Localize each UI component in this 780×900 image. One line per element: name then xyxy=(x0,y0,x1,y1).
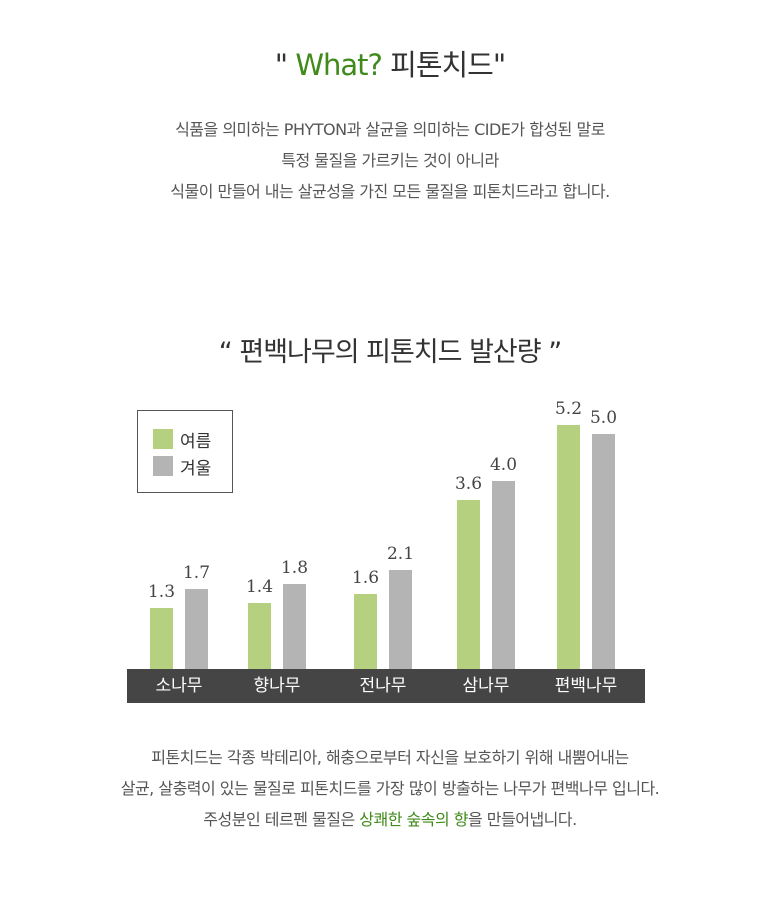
bar-summer xyxy=(150,607,173,669)
category-label: 향나무 xyxy=(253,676,301,696)
quote-open: " xyxy=(274,48,288,82)
bar-winter xyxy=(592,434,615,669)
category-band xyxy=(127,669,645,703)
intro-text: 식품을 의미하는 PHYTON과 살균을 의미하는 CIDE가 합성된 말로 특… xyxy=(0,114,780,207)
bar-summer xyxy=(248,603,271,669)
footer-line: 피톤치드는 각종 박테리아, 해충으로부터 자신을 보호하기 위해 내뿜어내는 xyxy=(151,748,629,767)
footer-line: 살균, 살충력이 있는 물질로 피톤치드를 가장 많이 방출하는 나무가 편백나… xyxy=(120,779,660,798)
value-label: 5.2 xyxy=(554,398,583,419)
page-title: " What? 피톤치드" xyxy=(0,42,780,84)
footer-text-pre: 주성분인 테르펜 물질은 xyxy=(203,810,360,829)
bar-winter xyxy=(389,570,412,669)
legend-label-summer: 여름 xyxy=(180,432,212,452)
value-label: 1.3 xyxy=(147,581,176,602)
intro-line: 식물이 만들어 내는 살균성을 가진 모든 물질을 피톤치드라고 합니다. xyxy=(170,182,610,201)
footer-text: 피톤치드는 각종 박테리아, 해충으로부터 자신을 보호하기 위해 내뿜어내는 … xyxy=(0,742,780,835)
value-label: 4.0 xyxy=(489,455,518,475)
footer-highlight: 상쾌한 숲속의 향 xyxy=(359,810,468,829)
value-label: 1.7 xyxy=(182,563,211,584)
legend: 여름 겨울 xyxy=(137,410,233,493)
footer-line: 주성분인 테르펜 물질은 상쾌한 숲속의 향을 만들어냅니다. xyxy=(0,804,780,835)
value-label: 1.6 xyxy=(351,567,380,588)
quote-close: " xyxy=(492,48,506,82)
value-label: 3.6 xyxy=(454,473,483,494)
legend-swatch-winter xyxy=(153,456,173,476)
value-label: 5.0 xyxy=(589,408,618,428)
value-label: 1.4 xyxy=(245,577,274,598)
chart-title: “ 편백나무의 피톤치드 발산량 ” xyxy=(218,337,562,368)
intro-line: 식품을 의미하는 PHYTON과 살균을 의미하는 CIDE가 합성된 말로 xyxy=(175,120,605,139)
legend-label-winter: 겨울 xyxy=(180,459,212,479)
category-label: 삼나무 xyxy=(462,676,510,696)
value-label: 2.1 xyxy=(386,544,415,565)
legend-swatch-summer xyxy=(153,429,173,449)
category-label: 소나무 xyxy=(155,676,203,696)
bar-winter xyxy=(185,589,208,669)
title-dark: 피톤치드 xyxy=(390,48,494,82)
value-label: 1.8 xyxy=(280,558,309,579)
intro-line: 특정 물질을 가르키는 것이 아니라 xyxy=(281,151,499,170)
bar-summer xyxy=(354,593,377,669)
title-green: What? xyxy=(295,48,383,82)
bar-winter xyxy=(492,481,515,669)
category-label: 전나무 xyxy=(359,676,407,696)
bar-summer xyxy=(557,424,580,669)
category-label: 편백나무 xyxy=(554,676,618,696)
footer-text-post: 을 만들어냅니다. xyxy=(467,810,577,829)
bar-summer xyxy=(457,499,480,669)
bar-winter xyxy=(283,584,306,669)
